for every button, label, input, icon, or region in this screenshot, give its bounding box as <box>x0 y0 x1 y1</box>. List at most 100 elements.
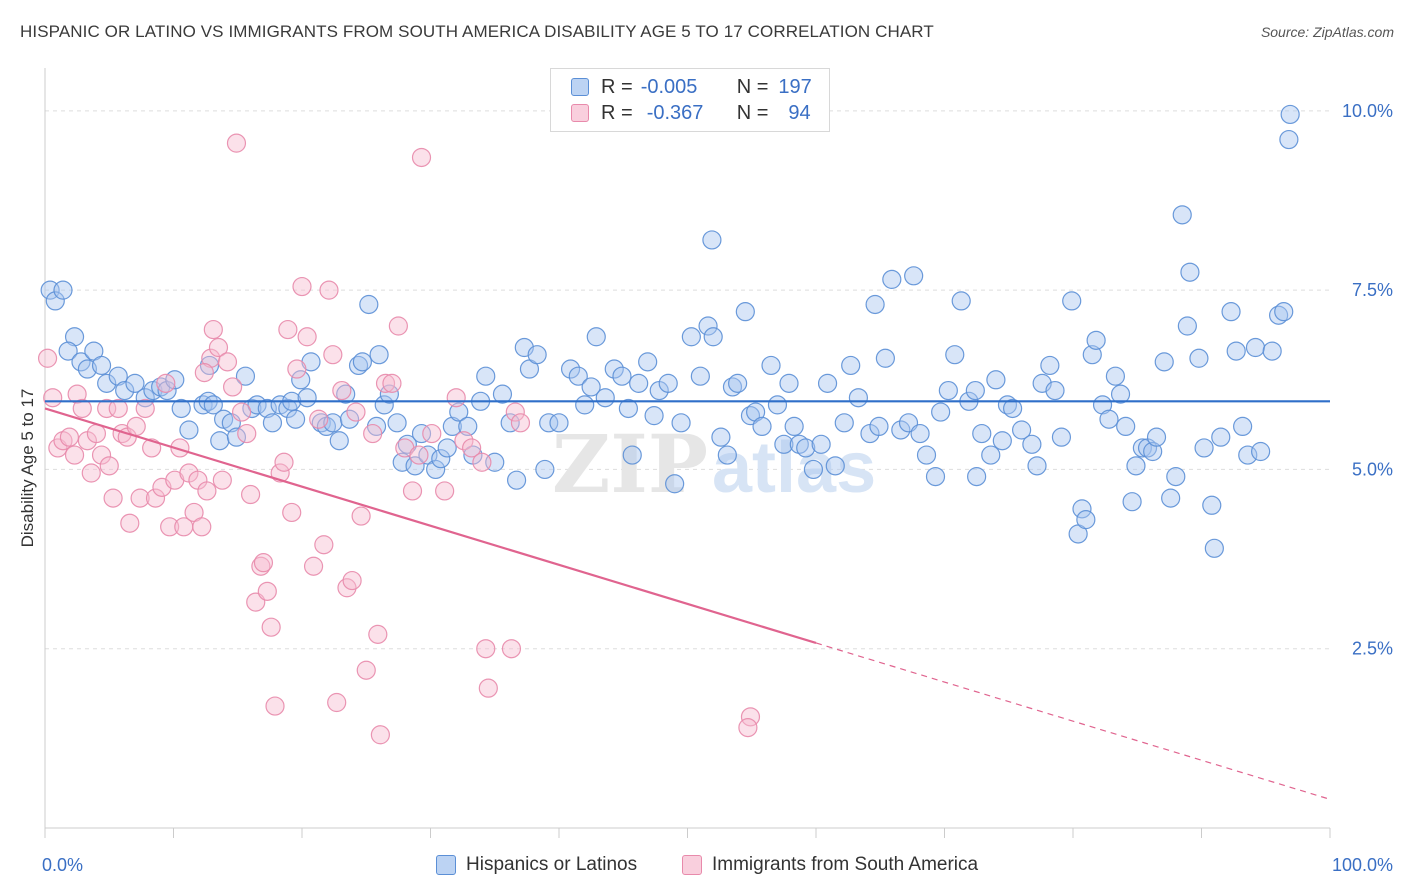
point-hispanics <box>1211 427 1231 447</box>
legend-r-value: -0.005 <box>640 75 698 98</box>
point-immigrants <box>332 380 352 401</box>
point-hispanics <box>910 423 930 444</box>
point-immigrants <box>278 319 298 340</box>
point-immigrants <box>435 481 455 501</box>
point-hispanics <box>904 266 924 286</box>
series-hispanics-points <box>40 104 1300 558</box>
point-hispanics <box>1027 456 1047 476</box>
point-immigrants <box>274 452 294 472</box>
point-hispanics <box>1238 445 1258 465</box>
point-hispanics <box>767 395 788 415</box>
point-immigrants <box>251 556 271 576</box>
point-hispanics <box>1062 291 1082 311</box>
point-hispanics <box>235 366 256 386</box>
point-hispanics <box>1086 330 1106 350</box>
point-hispanics <box>336 384 356 404</box>
point-hispanics <box>1126 456 1146 476</box>
legend-r-label: R = <box>601 101 633 124</box>
point-hispanics <box>115 380 135 401</box>
point-hispanics <box>803 459 824 480</box>
point-hispanics <box>752 416 772 436</box>
point-hispanics <box>622 445 642 465</box>
point-immigrants <box>462 438 482 458</box>
point-hispanics <box>1226 341 1246 361</box>
point-hispanics <box>539 413 559 433</box>
point-hispanics <box>125 373 145 393</box>
point-hispanics <box>1022 434 1042 454</box>
point-immigrants <box>217 352 238 372</box>
point-hispanics <box>1204 538 1224 558</box>
series-immigrants-points <box>37 133 761 745</box>
point-immigrants <box>253 553 274 573</box>
y-tick-label: 2.5% <box>1352 639 1393 659</box>
trend-line-immigrants <box>44 407 817 645</box>
y-tick-label: 10.0% <box>1342 101 1393 121</box>
chart-title: HISPANIC OR LATINO VS IMMIGRANTS FROM SO… <box>20 22 934 41</box>
point-immigrants <box>411 147 432 168</box>
point-immigrants <box>120 513 140 533</box>
legend-row-immigrants: R = -0.367 N = 94 <box>571 100 811 126</box>
point-immigrants <box>43 388 63 408</box>
point-hispanics <box>1161 488 1181 508</box>
axes <box>44 68 1331 838</box>
legend-n-value: 197 <box>778 75 812 98</box>
point-hispanics <box>703 327 723 347</box>
watermark: ZIP atlas <box>552 417 876 511</box>
point-hispanics <box>431 449 451 469</box>
point-immigrants <box>510 413 531 433</box>
point-hispanics <box>369 345 389 365</box>
point-immigrants <box>86 423 107 444</box>
source-label: Source: ZipAtlas.com <box>1260 24 1394 40</box>
legend-swatch-blue <box>571 78 589 96</box>
point-hispanics <box>45 291 65 311</box>
point-hispanics <box>717 445 737 465</box>
point-hispanics <box>711 427 731 447</box>
point-immigrants <box>208 337 229 358</box>
point-hispanics <box>925 467 946 487</box>
point-hispanics <box>612 366 632 386</box>
point-hispanics <box>1233 416 1253 436</box>
point-hispanics <box>1105 366 1126 386</box>
point-immigrants <box>265 696 285 716</box>
point-immigrants <box>197 481 217 501</box>
point-hispanics <box>728 373 748 393</box>
legend-r-label: R = <box>601 75 633 98</box>
point-hispanics <box>604 359 624 379</box>
point-hispanics <box>992 431 1012 451</box>
legend-n-label: N = <box>736 101 769 124</box>
point-immigrants <box>402 481 423 501</box>
point-hispanics <box>1072 499 1092 519</box>
point-hispanics <box>560 359 581 379</box>
point-immigrants <box>319 280 339 300</box>
point-immigrants <box>135 398 155 419</box>
point-hispanics <box>226 427 247 447</box>
point-immigrants <box>108 398 128 419</box>
point-hispanics <box>1076 510 1096 530</box>
point-hispanics <box>1154 352 1174 372</box>
point-hispanics <box>549 413 569 433</box>
point-hispanics <box>449 402 469 422</box>
point-immigrants <box>212 470 232 490</box>
point-hispanics <box>817 373 838 393</box>
point-hispanics <box>458 416 478 436</box>
point-immigrants <box>287 359 307 379</box>
watermark-atlas: atlas <box>712 428 876 508</box>
point-immigrants <box>241 484 261 505</box>
point-hispanics <box>1172 205 1192 225</box>
bottom-legend-label: Hispanics or Latinos <box>466 854 638 875</box>
point-immigrants <box>64 445 85 465</box>
point-hispanics <box>761 355 781 376</box>
point-immigrants <box>501 639 522 659</box>
point-hispanics <box>1146 427 1167 447</box>
point-hispanics <box>735 302 755 322</box>
point-hispanics <box>506 470 527 490</box>
point-hispanics <box>291 370 311 390</box>
bottom-legend-hispanics: Hispanics or Latinos <box>436 852 637 878</box>
trend-lines <box>44 400 1331 800</box>
point-immigrants <box>67 384 87 404</box>
point-hispanics <box>681 327 701 347</box>
point-hispanics <box>1003 398 1023 419</box>
point-hispanics <box>1143 441 1163 462</box>
point-hispanics <box>242 398 262 419</box>
